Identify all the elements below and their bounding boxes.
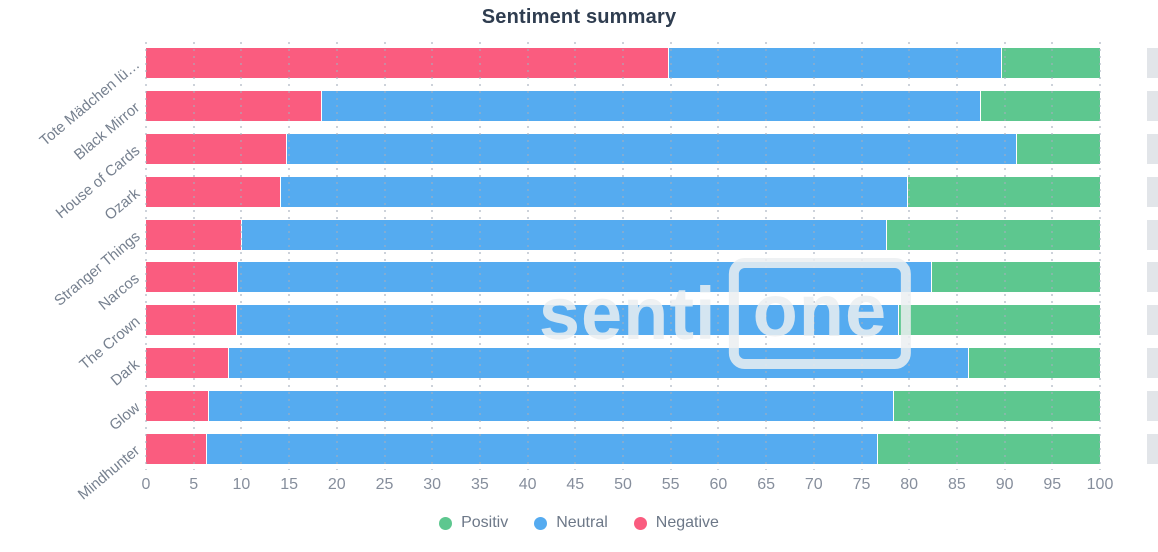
bar-segment-neutral[interactable] xyxy=(206,433,877,464)
adjacent-chart-bar-sliver xyxy=(1147,134,1158,164)
category-label: Narcos xyxy=(95,270,144,315)
category-label: Glow xyxy=(106,398,144,434)
x-tick-label: 90 xyxy=(995,476,1014,493)
category-label: Ozark xyxy=(101,184,144,224)
bar-segment-neutral[interactable] xyxy=(279,176,908,207)
chart-title: Sentiment summary xyxy=(481,6,677,28)
bar-row xyxy=(146,390,1100,421)
x-tick-label: 10 xyxy=(232,476,251,493)
bar-segment-positiv[interactable] xyxy=(876,433,1100,464)
bar-segment-negative[interactable] xyxy=(146,348,229,378)
adjacent-chart-bar-sliver xyxy=(1147,433,1158,464)
bar-segment-positiv[interactable] xyxy=(1016,134,1100,164)
legend-dot-icon xyxy=(633,516,647,530)
bar-row xyxy=(146,219,1100,250)
bar-segment-positiv[interactable] xyxy=(931,262,1100,293)
bar-row xyxy=(146,48,1100,79)
bar-segment-positiv[interactable] xyxy=(892,390,1100,421)
bar-segment-positiv[interactable] xyxy=(907,176,1100,207)
plot-area: senti one xyxy=(145,42,1101,470)
bar-row xyxy=(146,433,1100,464)
bar-segment-negative[interactable] xyxy=(146,305,236,336)
bar-row xyxy=(146,176,1100,207)
adjacent-chart-bar-sliver xyxy=(1147,219,1158,250)
x-tick-label: 65 xyxy=(757,476,775,493)
bar-segment-negative[interactable] xyxy=(146,262,237,293)
bar-segment-negative[interactable] xyxy=(146,91,321,122)
category-label: House of Cards xyxy=(52,142,144,223)
bar-segment-positiv[interactable] xyxy=(1000,48,1100,79)
bar-segment-positiv[interactable] xyxy=(968,348,1100,378)
bar-segment-negative[interactable] xyxy=(146,433,207,464)
adjacent-chart-bar-sliver xyxy=(1147,390,1158,421)
bar-segment-positiv[interactable] xyxy=(886,219,1100,250)
bar-row xyxy=(146,91,1100,122)
x-tick-label: 60 xyxy=(709,476,728,493)
bar-segment-neutral[interactable] xyxy=(208,390,893,421)
x-tick-label: 30 xyxy=(423,476,442,493)
bar-segment-neutral[interactable] xyxy=(320,91,980,122)
adjacent-chart-bar-sliver xyxy=(1147,262,1158,293)
x-tick-label: 40 xyxy=(518,476,537,493)
x-tick-label: 50 xyxy=(614,476,632,493)
x-tick-label: 55 xyxy=(661,476,680,493)
category-label: Mindhunter xyxy=(74,441,144,503)
adjacent-chart-bar-sliver xyxy=(1147,305,1158,336)
bar-segment-neutral[interactable] xyxy=(236,262,932,293)
bar-segment-negative[interactable] xyxy=(146,219,242,250)
legend-label: Negative xyxy=(655,514,719,531)
x-tick-label: 15 xyxy=(280,476,298,493)
legend-dot-icon xyxy=(534,516,548,530)
legend-dot-icon xyxy=(439,516,453,530)
bar-row xyxy=(146,262,1100,293)
bar-segment-neutral[interactable] xyxy=(286,134,1017,164)
x-tick-label: 0 xyxy=(141,476,151,493)
legend-label: Neutral xyxy=(556,514,608,531)
adjacent-chart-bar-sliver xyxy=(1147,48,1158,79)
x-tick-label: 5 xyxy=(189,476,199,493)
bar-segment-negative[interactable] xyxy=(146,390,208,421)
legend-item-neutral[interactable]: Neutral xyxy=(534,514,608,532)
adjacent-chart-bar-sliver xyxy=(1147,176,1158,207)
bar-segment-positiv[interactable] xyxy=(897,305,1100,336)
bar-row xyxy=(146,134,1100,164)
x-tick-label: 100 xyxy=(1086,476,1114,493)
bar-segment-neutral[interactable] xyxy=(241,219,887,250)
legend-item-negative[interactable]: Negative xyxy=(633,514,719,532)
bar-row xyxy=(146,305,1100,336)
x-tick-label: 75 xyxy=(852,476,871,493)
x-tick-label: 95 xyxy=(1043,476,1062,493)
bar-segment-negative[interactable] xyxy=(146,134,287,164)
x-tick-label: 85 xyxy=(947,476,966,493)
x-tick-label: 45 xyxy=(566,476,585,493)
bar-segment-negative[interactable] xyxy=(146,48,668,79)
bar-row xyxy=(146,348,1100,378)
adjacent-chart-bar-sliver xyxy=(1147,91,1158,122)
x-tick-label: 25 xyxy=(375,476,394,493)
bar-segment-neutral[interactable] xyxy=(667,48,1001,79)
x-tick-label: 20 xyxy=(327,476,346,493)
x-tick-label: 35 xyxy=(470,476,489,493)
x-tick-label: 80 xyxy=(900,476,919,493)
bar-segment-positiv[interactable] xyxy=(979,91,1100,122)
bar-segment-neutral[interactable] xyxy=(228,348,969,378)
bar-segment-negative[interactable] xyxy=(146,176,280,207)
legend-item-positiv[interactable]: Positiv xyxy=(439,514,508,532)
bar-segment-neutral[interactable] xyxy=(235,305,898,336)
legend: Positiv Neutral Negative xyxy=(0,510,1158,536)
adjacent-chart-bar-sliver xyxy=(1147,348,1158,378)
legend-label: Positiv xyxy=(461,514,509,531)
category-label: Dark xyxy=(107,356,144,390)
x-tick-label: 70 xyxy=(804,476,823,493)
